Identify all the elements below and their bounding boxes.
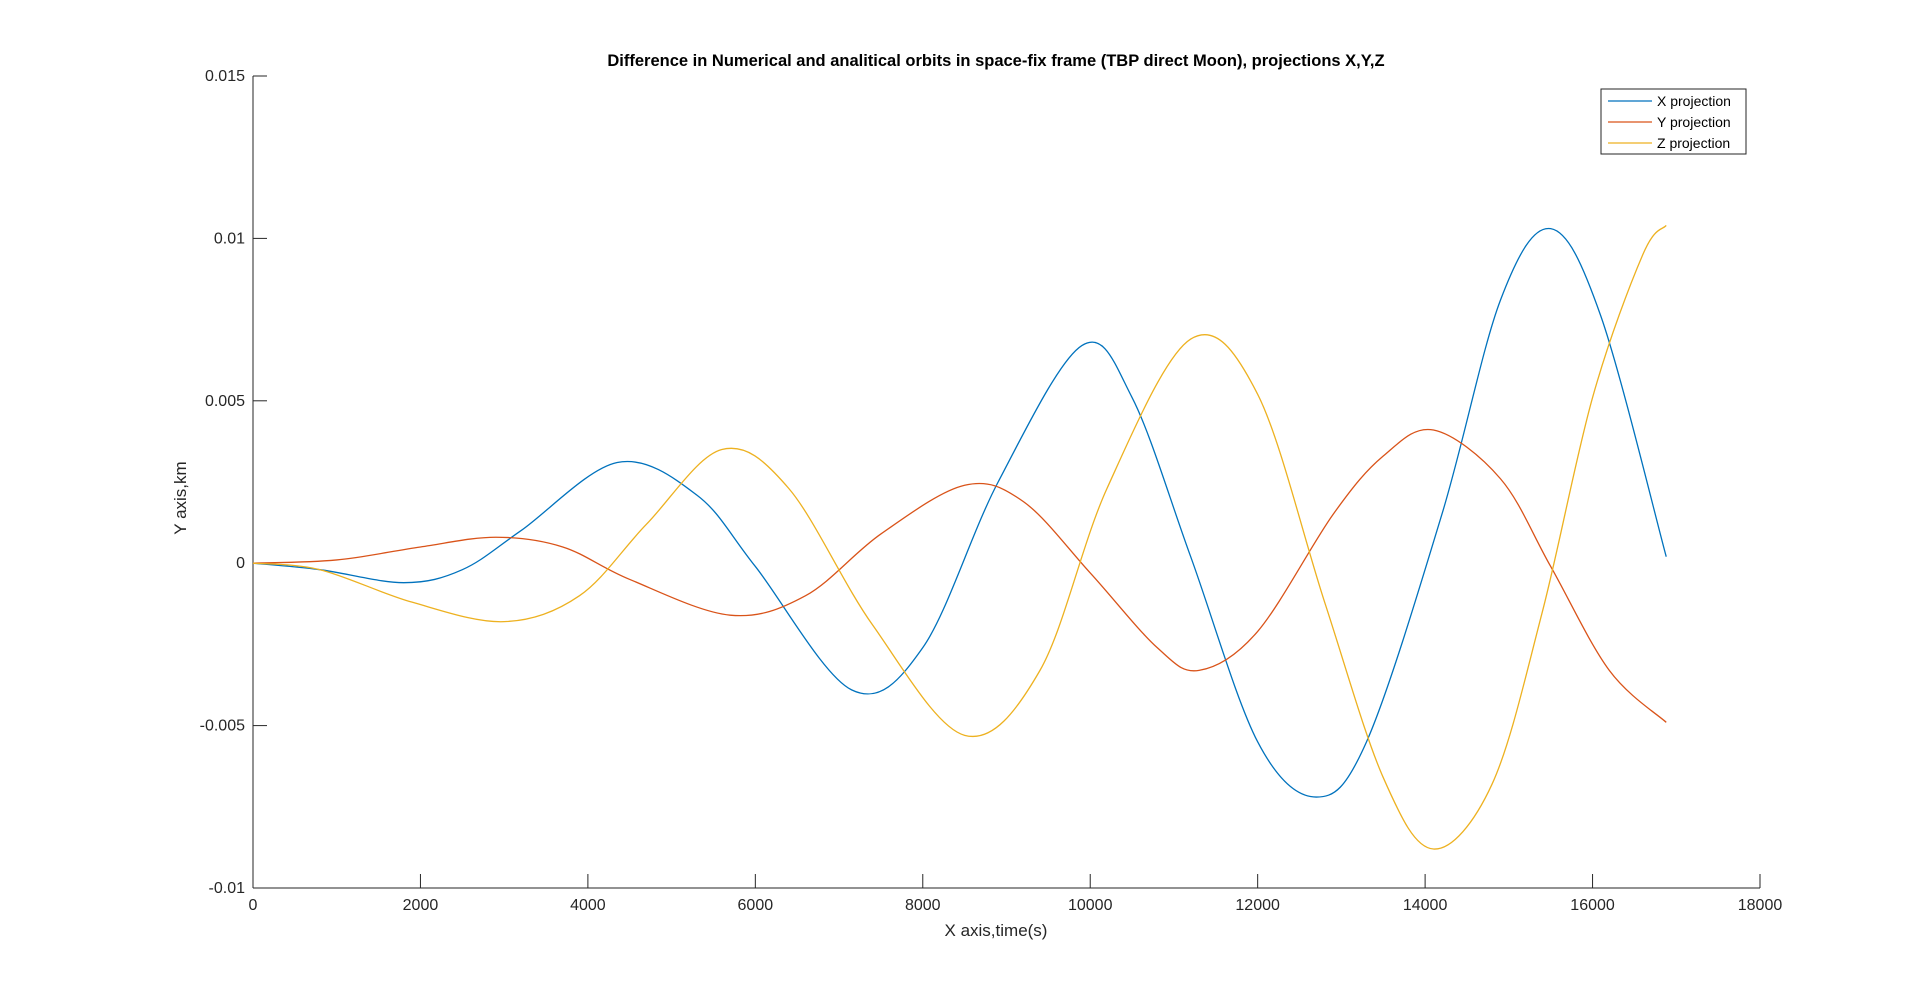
y-axis-ticks: -0.01 -0.005 0 0.005 0.01 0.015 [200,68,267,897]
x-axis-label: X axis,time(s) [945,921,1048,940]
y-tick-label: 0.005 [205,393,245,410]
y-tick-label: -0.01 [209,880,246,897]
x-tick-label: 4000 [570,897,606,914]
x-tick-label: 10000 [1068,897,1113,914]
y-tick-label: -0.005 [200,718,245,735]
plot-area: 0 2000 4000 6000 8000 10000 12000 14000 16000 180… [200,68,1783,914]
x-tick-label: 12000 [1235,897,1280,914]
series-line-y-projection [252,428,1667,723]
y-tick-label: 0.015 [205,68,245,85]
series-layer [252,224,1667,850]
x-tick-label: 2000 [403,897,439,914]
y-tick-label: 0 [236,555,245,572]
x-tick-label: 8000 [905,897,941,914]
series-line-z-projection [252,224,1667,850]
x-tick-label: 16000 [1570,897,1615,914]
legend: X projection Y projection Z projection [1600,88,1747,155]
x-tick-label: 0 [249,897,258,914]
y-axis-label: Y axis,km [171,461,190,534]
series-line-x-projection [252,228,1667,798]
y-tick-label: 0.01 [214,230,245,247]
x-tick-label: 14000 [1403,897,1448,914]
legend-entry-x-projection: X projection [1657,93,1731,109]
chart-title: Difference in Numerical and analitical o… [607,52,1384,70]
x-tick-label: 6000 [738,897,774,914]
legend-entry-y-projection: Y projection [1657,114,1731,130]
legend-entry-z-projection: Z projection [1657,135,1730,151]
x-axis-ticks: 0 2000 4000 6000 8000 10000 12000 14000 16000 180… [249,874,1783,914]
x-tick-label: 18000 [1738,897,1783,914]
